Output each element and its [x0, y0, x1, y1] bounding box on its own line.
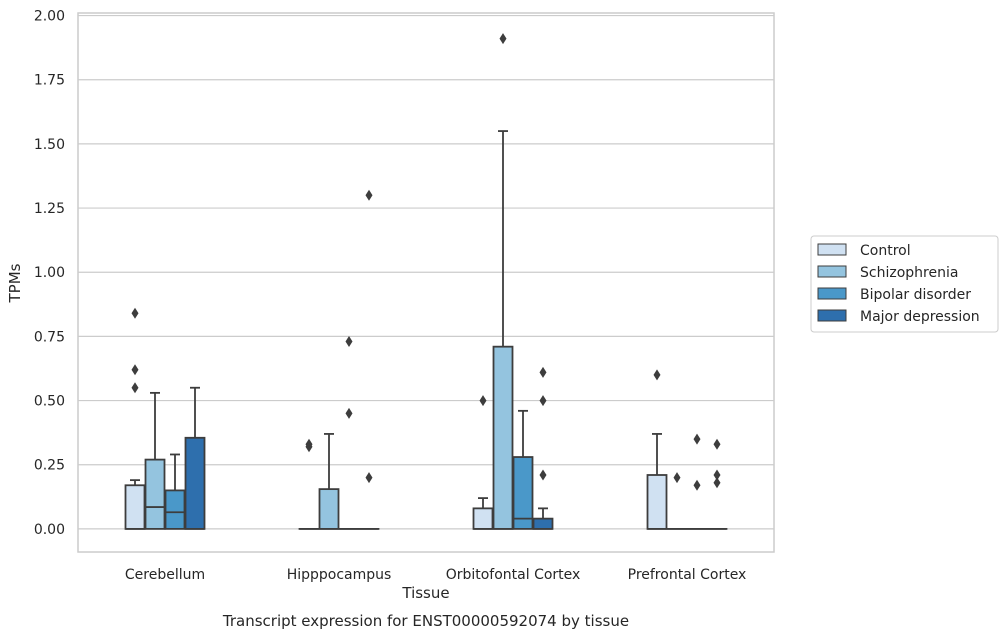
gridlines [78, 14, 774, 530]
plot-area-frame [77, 12, 775, 553]
legend-frame [810, 235, 999, 333]
outlier-point [499, 33, 507, 45]
box-0-0 [124, 307, 146, 530]
y-tick-label: 0.25 [34, 458, 65, 474]
legend-label: Schizophrenia [860, 265, 958, 281]
outlier-point [693, 433, 701, 445]
outlier-point [345, 407, 353, 419]
outlier-point [673, 472, 681, 484]
y-axis-ticks: 0.00 0.25 0.50 0.75 1.00 1.25 1.50 1.75 2.00 [34, 9, 65, 538]
y-tick-label: 1.00 [34, 265, 65, 281]
outlier-point [713, 438, 721, 450]
x-axis-label: Tissue [401, 584, 449, 602]
x-tick-label: Prefrontal Cortex [628, 567, 747, 583]
legend: Control Schizophrenia Bipolar disorder Majo… [810, 235, 999, 333]
box [472, 507, 494, 530]
box-1-0 [144, 391, 166, 530]
outlier-point [131, 364, 139, 376]
box [318, 488, 340, 530]
y-axis-label: TPMs [6, 263, 24, 303]
y-tick-label: 0.75 [34, 329, 65, 345]
y-tick-label: 1.25 [34, 201, 65, 217]
outlier-point [131, 307, 139, 319]
outlier-point [305, 441, 313, 453]
x-tick-label: Cerebellum [125, 567, 205, 583]
x-tick-label: Hipppocampus [287, 567, 392, 583]
outlier-point [713, 469, 721, 481]
y-tick-label: 0.50 [34, 394, 65, 410]
box-0-3 [646, 369, 668, 530]
outlier-point [479, 395, 487, 407]
box-2-2 [512, 409, 534, 530]
outlier-point [131, 382, 139, 394]
box [184, 436, 206, 530]
box [144, 458, 166, 530]
outlier-point [345, 336, 353, 348]
outlier-point [539, 366, 547, 378]
legend-swatch [817, 243, 847, 256]
outlier-point [713, 477, 721, 489]
x-axis-ticks: Cerebellum Hipppocampus Orbitofontal Corte… [125, 567, 746, 583]
box [646, 474, 668, 530]
box [512, 456, 534, 530]
box-1-3 [666, 472, 688, 530]
box-3-1 [358, 189, 380, 530]
box [492, 345, 514, 530]
chart-title: Transcript expression for ENST0000059207… [222, 612, 629, 630]
outlier-point [539, 395, 547, 407]
box-3-3 [706, 438, 728, 530]
box-0-2 [472, 395, 494, 530]
y-tick-label: 1.75 [34, 73, 65, 89]
y-tick-label: 0.00 [34, 522, 65, 538]
outlier-point [365, 189, 373, 201]
box-1-1 [318, 433, 340, 530]
legend-swatch [817, 265, 847, 278]
legend-label: Bipolar disorder [860, 287, 971, 303]
box-0-1 [298, 438, 320, 530]
box [532, 517, 554, 530]
outlier-point [365, 472, 373, 484]
box [124, 484, 146, 530]
box-3-0 [184, 386, 206, 530]
box-1-2 [492, 33, 514, 530]
legend-swatch [817, 309, 847, 322]
box [164, 489, 186, 530]
legend-label: Control [860, 243, 911, 259]
x-tick-label: Orbitofontal Cortex [446, 567, 581, 583]
y-tick-label: 2.00 [34, 9, 65, 25]
box-2-1 [338, 336, 360, 530]
outlier-point [653, 369, 661, 381]
boxes [124, 33, 728, 530]
outlier-point [693, 479, 701, 491]
box-2-3 [686, 433, 708, 530]
legend-label: Major depression [860, 309, 980, 325]
box-3-2 [532, 366, 554, 530]
outlier-point [539, 469, 547, 481]
box-2-0 [164, 453, 186, 530]
legend-swatch [817, 287, 847, 300]
y-tick-label: 1.50 [34, 137, 65, 153]
